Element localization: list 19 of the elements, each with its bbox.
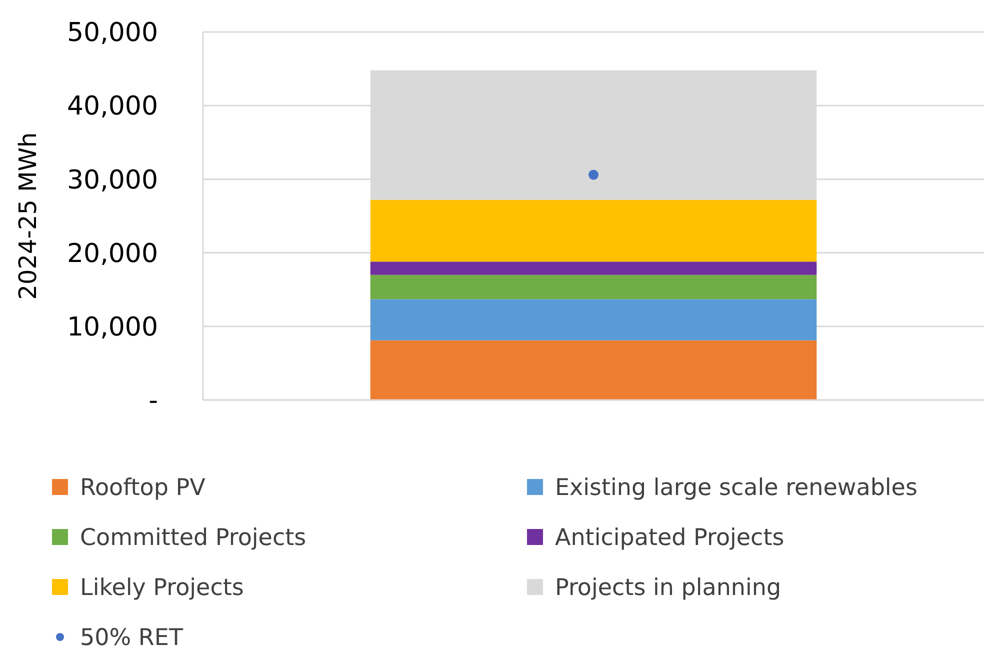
bar: [370, 299, 817, 340]
bar: [370, 274, 817, 300]
legend-label: Likely Projects: [80, 575, 244, 602]
y-tick-label: 20,000: [67, 238, 158, 269]
y-tick-label: 40,000: [67, 92, 158, 122]
legend-label: Anticipated Projects: [555, 525, 784, 552]
y-tick-label: 10,000: [67, 312, 158, 342]
y-tick-label: -: [148, 386, 158, 416]
y-axis-title: 2024-25 MWh: [14, 132, 42, 300]
y-tick-label: 30,000: [67, 165, 158, 196]
legend-label: Existing large scale renewables: [555, 475, 918, 502]
bar: [370, 262, 817, 275]
bar: [370, 200, 817, 262]
legend-label: 50% RET: [80, 625, 184, 648]
legend-label: Projects in planning: [555, 575, 782, 602]
legend-label: Rooftop PV: [80, 475, 206, 502]
legend-label: Committed Projects: [80, 525, 306, 552]
bar: [370, 340, 817, 400]
y-tick-label: 50,000: [67, 18, 158, 48]
